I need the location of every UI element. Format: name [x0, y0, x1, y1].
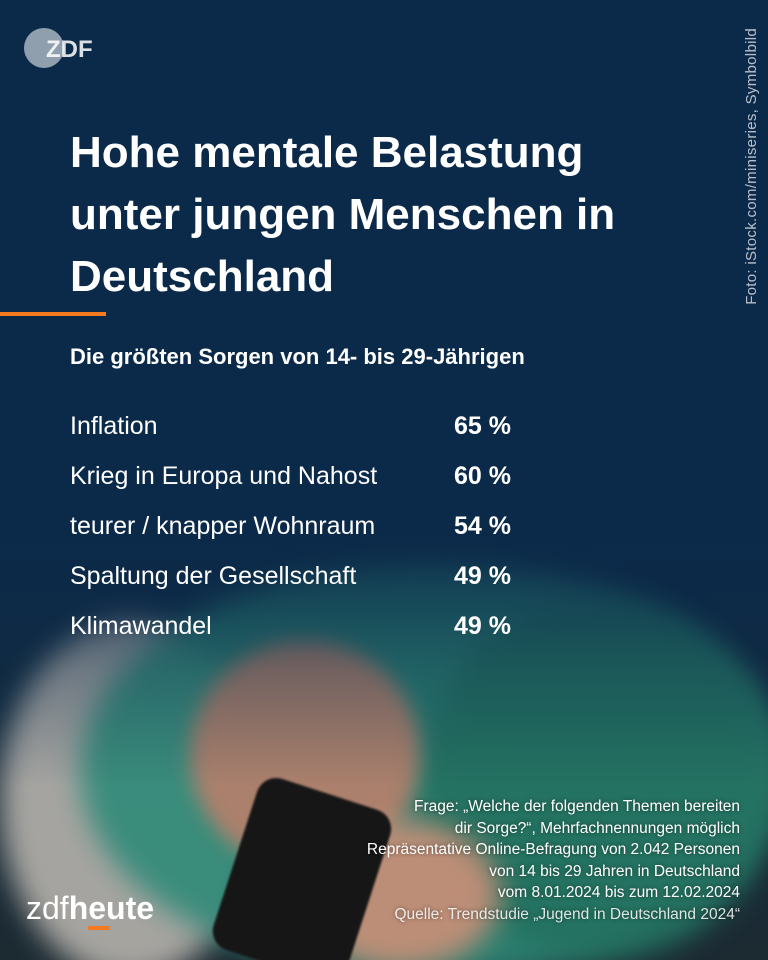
- footnote-line: Frage: „Welche der folgenden Themen bere…: [414, 798, 740, 815]
- row-value: 54 %: [454, 512, 511, 540]
- row-label: Krieg in Europa und Nahost: [70, 462, 378, 490]
- row-value: 49 %: [454, 612, 511, 640]
- footnote: Frage: „Welche der folgenden Themen bere…: [280, 796, 740, 925]
- zdfheute-logo: zdfheute: [26, 890, 155, 930]
- zdfheute-logo-bar: [88, 926, 110, 930]
- photo-credit: Foto: iStock.com/miniseries, Symbolbild: [743, 28, 760, 305]
- footnote-line: Repräsentative Online-Befragung von 2.04…: [366, 841, 740, 858]
- footnote-line: dir Sorge?“, Mehrfachnennungen möglich: [454, 819, 740, 837]
- row-value: 49 %: [454, 562, 511, 590]
- row-value: 65 %: [454, 412, 511, 440]
- footnote-line: vom 8.01.2024 bis zum 12.02.2024: [497, 884, 740, 901]
- zdf-logo: ZDF: [24, 28, 93, 68]
- zdfheute-logo-heute: heute: [68, 890, 155, 926]
- accent-rule: [0, 312, 106, 316]
- zdfheute-logo-zdf: zdf: [26, 890, 69, 926]
- row-label: Spaltung der Gesellschaft: [70, 562, 357, 590]
- row-value: 60 %: [454, 462, 511, 490]
- chart-title: Hohe mentale Belastung unter jungen Mens…: [70, 128, 616, 301]
- zdf-logo-text: ZDF: [46, 36, 93, 63]
- source-line: Quelle: Trendstudie „Jugend in Deutschla…: [394, 905, 740, 923]
- row-label: Klimawandel: [70, 612, 212, 640]
- footnote-line: von 14 bis 29 Jahren in Deutschland: [489, 862, 740, 880]
- row-label: Inflation: [70, 412, 158, 440]
- chart-subtitle: Die größten Sorgen von 14- bis 29-Jährig…: [70, 344, 525, 369]
- row-label: teurer / knapper Wohnraum: [70, 512, 376, 540]
